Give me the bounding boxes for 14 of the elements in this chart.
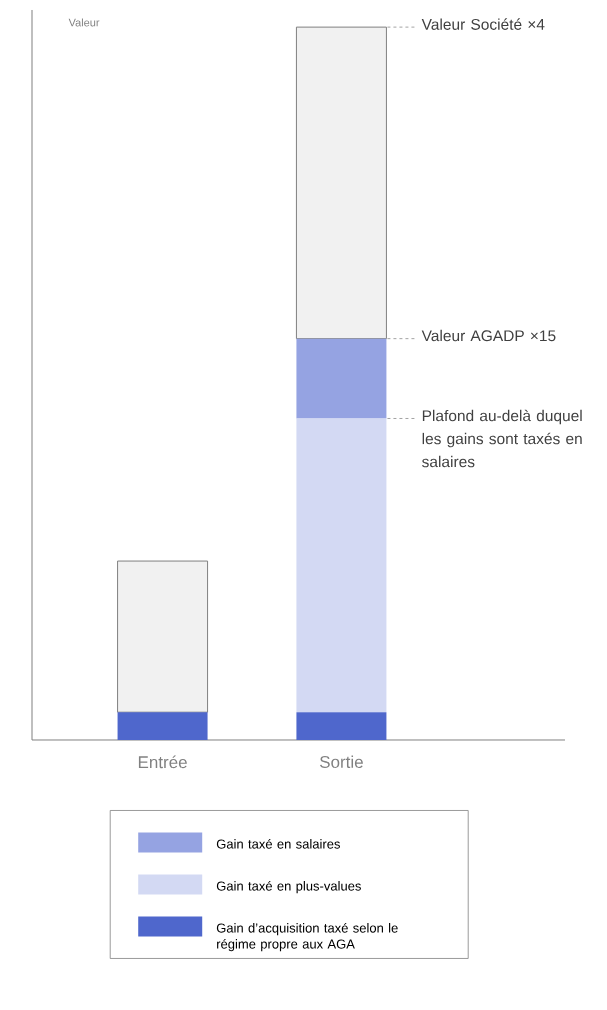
bar bbox=[296, 418, 387, 713]
legend-label: Gain taxé en salaires bbox=[216, 838, 340, 849]
annotation: Valeur Société ×4 bbox=[421, 18, 545, 30]
y-axis-title: Valeur bbox=[68, 18, 100, 27]
legend-label: Gain d’acquisition taxé selon le régime propre aux AGA bbox=[216, 922, 398, 952]
annotation: Valeur AGADP ×15 bbox=[421, 329, 556, 342]
bar bbox=[296, 712, 387, 740]
bar bbox=[117, 712, 208, 740]
x-tick-label: Entrée bbox=[138, 755, 187, 769]
bar bbox=[117, 560, 209, 713]
x-tick-label: Sortie bbox=[319, 755, 363, 769]
bar bbox=[296, 338, 387, 419]
annotation: Plafond au-delà duquel les gains sont taxés en salaires bbox=[422, 409, 582, 468]
legend-label: Gain taxé en plus-values bbox=[216, 880, 361, 894]
